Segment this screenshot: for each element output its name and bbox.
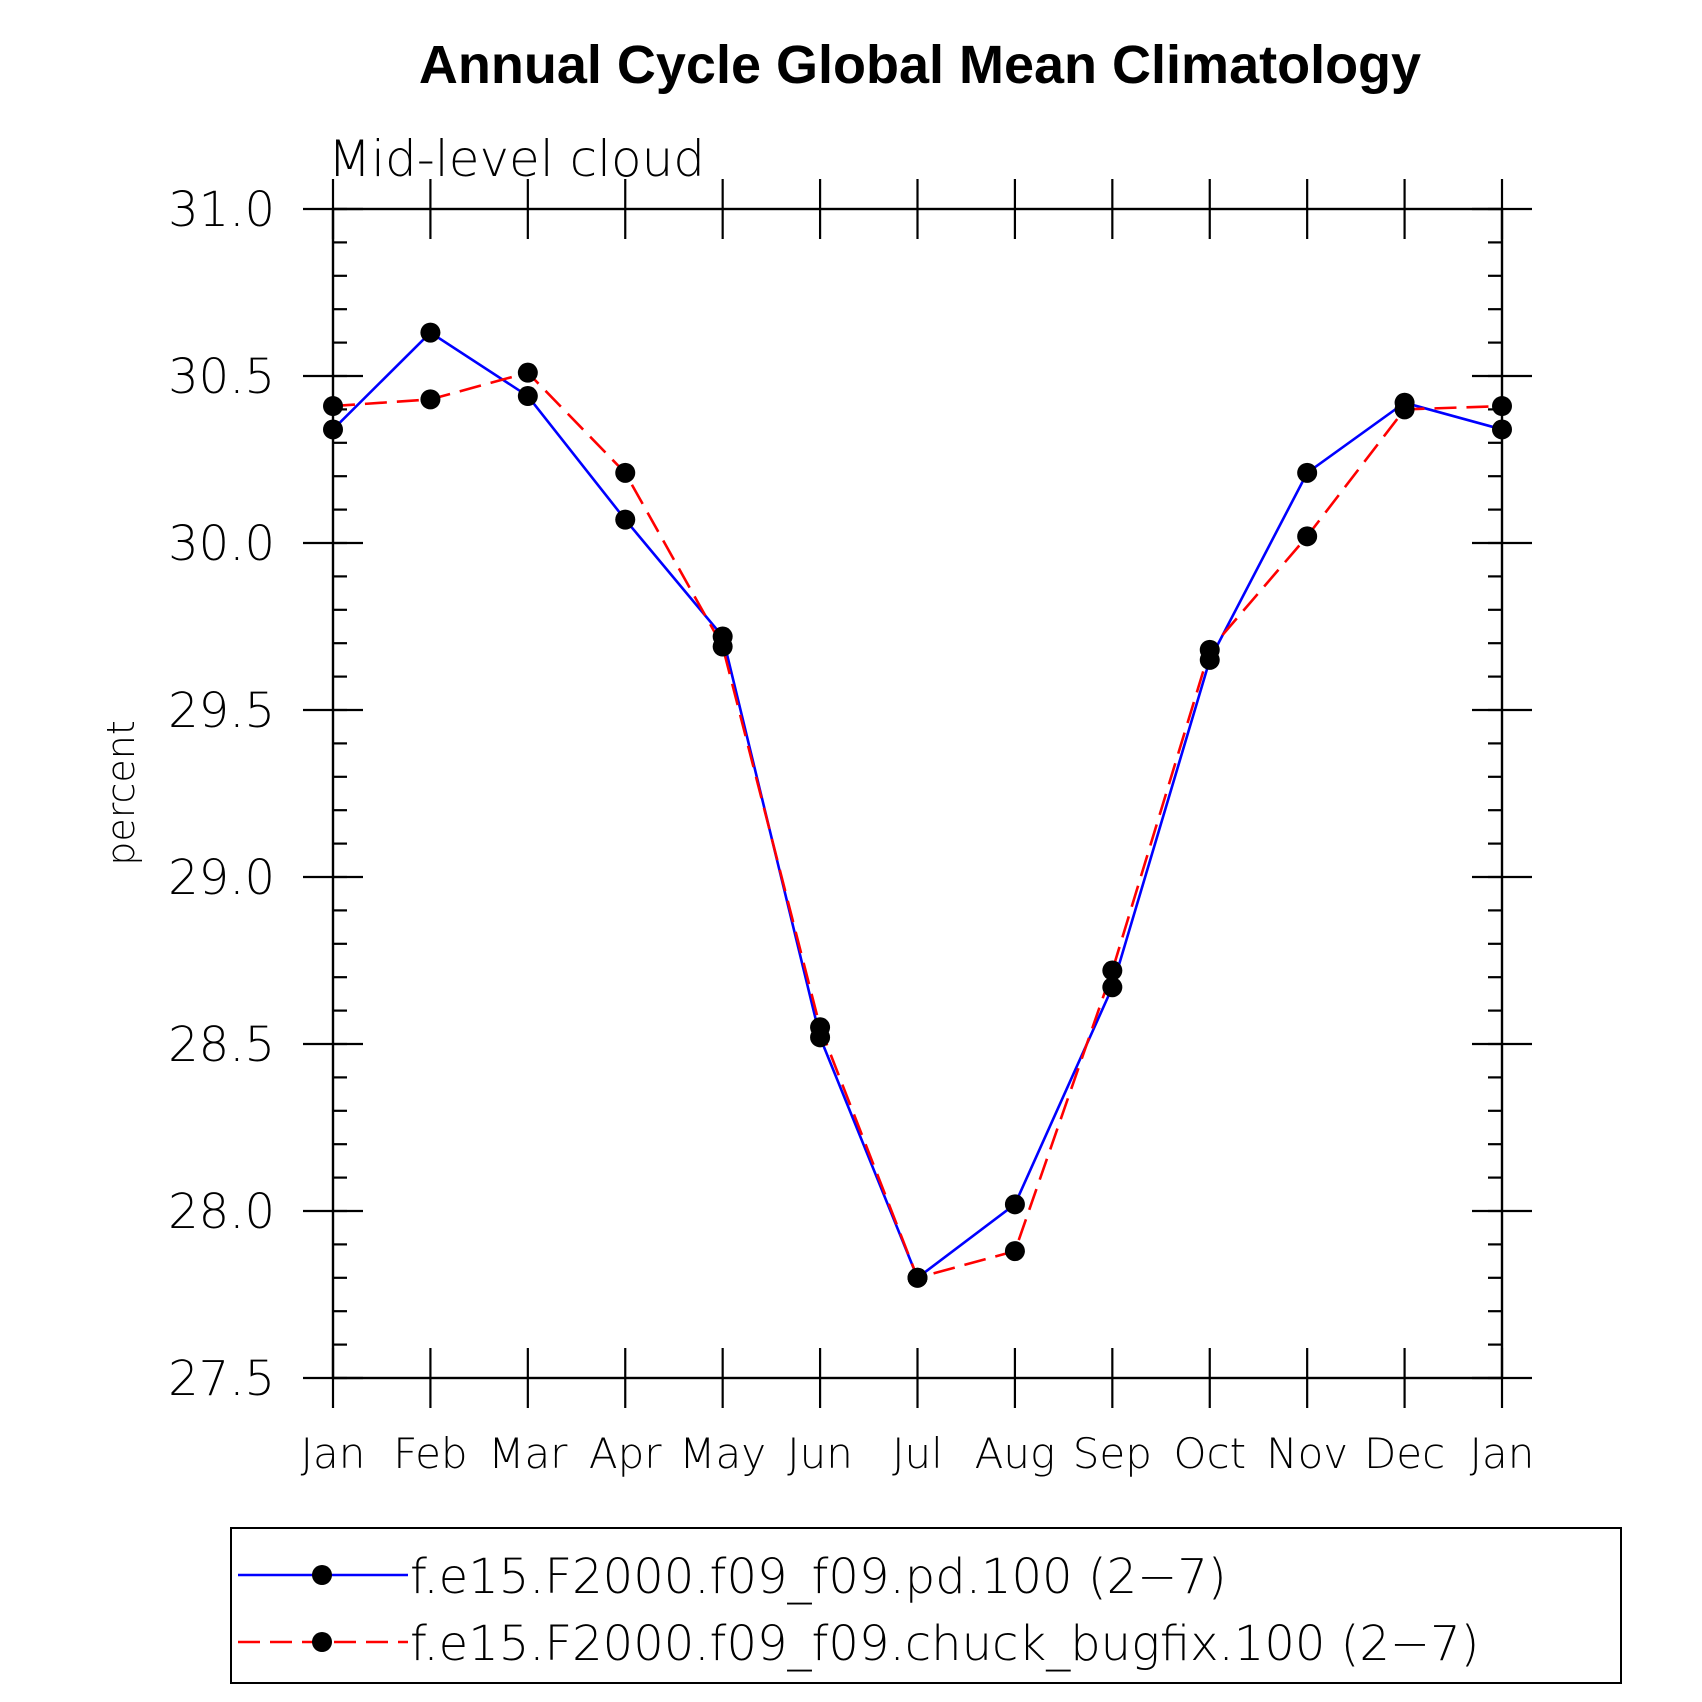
- x-tick-label: Oct: [1173, 1429, 1246, 1478]
- y-tick-label: 29.5: [168, 683, 275, 739]
- legend-marker-0: [312, 1565, 332, 1585]
- x-tick-label: Jun: [787, 1429, 853, 1478]
- y-tick-label: 30.0: [168, 516, 275, 572]
- y-tick-label: 27.5: [168, 1351, 275, 1407]
- series-line-1: [332, 371, 1503, 1280]
- data-point-series-0: [1004, 1194, 1025, 1215]
- data-point-series-1: [1297, 526, 1318, 547]
- legend: f.e15.F2000.f09_f09.pd.100 (2−7) f.e15.F2…: [230, 1527, 1622, 1684]
- data-point-series-1: [1102, 960, 1123, 981]
- series-layer: [323, 322, 1512, 1288]
- x-tick-label: May: [679, 1429, 766, 1478]
- x-tick-label: Sep: [1073, 1429, 1152, 1478]
- data-point-series-0: [1297, 462, 1318, 483]
- x-tick-label: Apr: [589, 1429, 662, 1478]
- data-point-series-0: [420, 322, 441, 343]
- x-tick-label: Jul: [892, 1429, 943, 1478]
- x-tick-label: Nov: [1266, 1429, 1348, 1478]
- data-point-series-0: [615, 509, 636, 530]
- x-tick-label: Mar: [488, 1429, 568, 1478]
- y-tick-label: 30.5: [168, 349, 275, 405]
- y-tick-labels: 27.5 28.0 28.5 29.0 29.5 30.0 30.5 31.0: [168, 182, 275, 1407]
- y-axis-label: percent: [99, 720, 143, 866]
- chart-title: Annual Cycle Global Mean Climatology: [419, 35, 1421, 95]
- data-point-series-0: [1102, 977, 1123, 998]
- y-tick-label: 29.0: [168, 850, 275, 906]
- data-point-series-1: [1004, 1241, 1025, 1262]
- series-line-0: [332, 330, 1503, 1280]
- x-tick-label: Jan: [1470, 1429, 1535, 1478]
- legend-label-1: f.e15.F2000.f09_f09.chuck_bugfix.100 (2−…: [410, 1616, 1479, 1672]
- x-tick-labels: Jan Feb Mar Apr May Jun Jul Aug Sep Oct Nov Dec Jan: [301, 1429, 1535, 1478]
- data-point-series-0: [517, 386, 538, 407]
- chart-subtitle: Mid-level cloud: [328, 130, 705, 188]
- data-point-series-1: [1199, 639, 1220, 660]
- x-tick-label: Aug: [975, 1429, 1056, 1478]
- legend-box: [230, 1527, 1622, 1684]
- data-point-series-1: [712, 636, 733, 657]
- data-point-series-1: [1492, 396, 1512, 417]
- x-tick-label: Dec: [1364, 1429, 1445, 1478]
- y-tick-label: 28.5: [168, 1017, 275, 1073]
- y-tick-label: 28.0: [168, 1184, 275, 1240]
- x-tick-label: Feb: [393, 1429, 467, 1478]
- data-point-series-1: [517, 362, 538, 383]
- data-point-series-0: [323, 419, 343, 440]
- data-point-series-1: [615, 462, 636, 483]
- legend-marker-1: [312, 1632, 332, 1652]
- data-point-series-0: [1492, 419, 1512, 440]
- data-point-series-1: [420, 389, 441, 410]
- data-point-series-1: [1394, 399, 1415, 420]
- data-point-series-1: [810, 1017, 831, 1038]
- data-point-series-1: [907, 1267, 928, 1288]
- x-tick-label: Jan: [301, 1429, 366, 1478]
- y-tick-label: 31.0: [168, 182, 275, 238]
- legend-label-0: f.e15.F2000.f09_f09.pd.100 (2−7): [410, 1549, 1227, 1605]
- data-point-series-1: [323, 396, 343, 417]
- major-ticks: [303, 179, 1532, 1408]
